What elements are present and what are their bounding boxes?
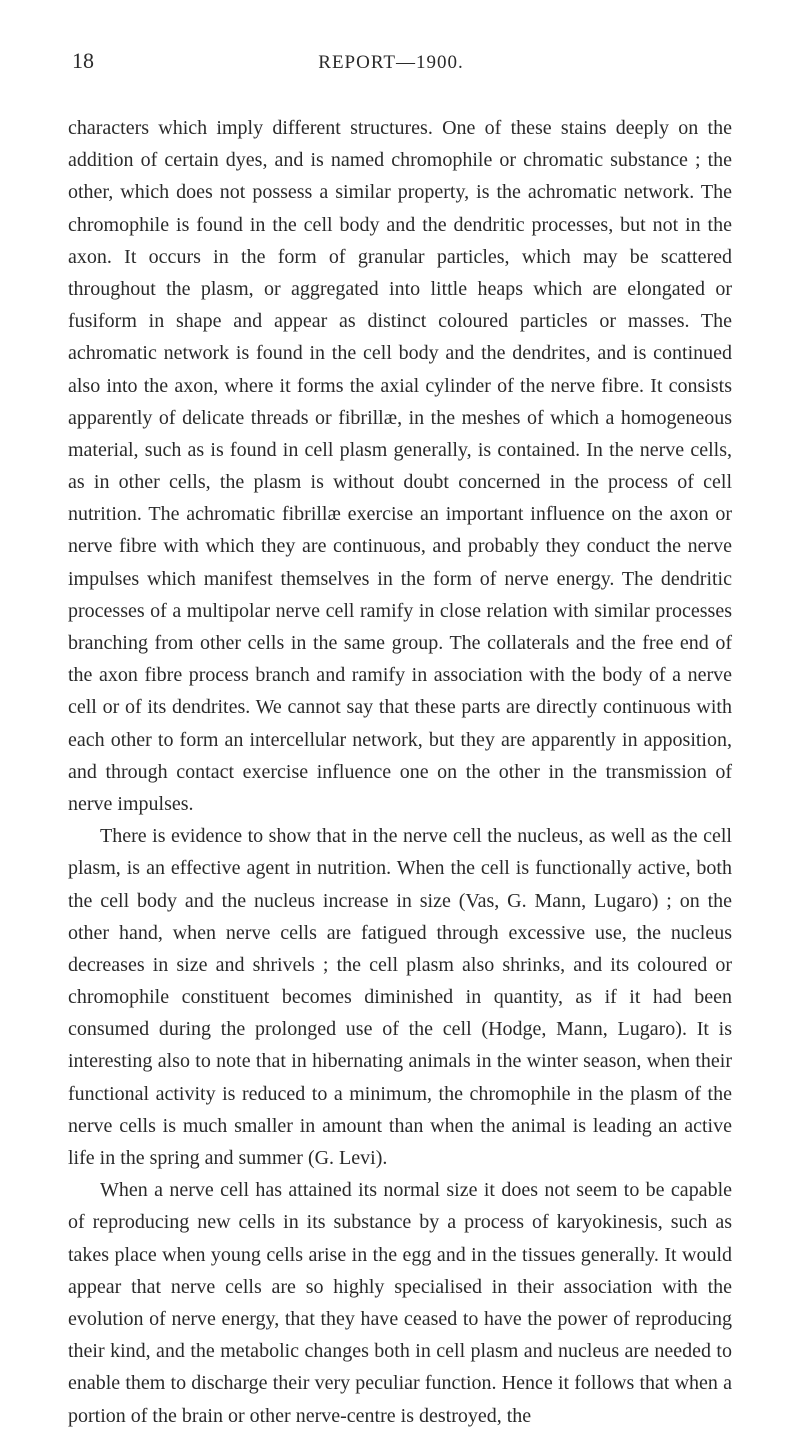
paragraph-3: When a nerve cell has attained its norma… <box>68 1174 732 1432</box>
paragraph-1: characters which imply different structu… <box>68 112 732 820</box>
paragraph-2: There is evidence to show that in the ne… <box>68 820 732 1174</box>
running-title: REPORT—1900. <box>94 52 688 74</box>
page-header: 18 REPORT—1900. <box>68 48 732 74</box>
page-number: 18 <box>72 48 94 74</box>
body-text: characters which imply different structu… <box>68 112 732 1432</box>
